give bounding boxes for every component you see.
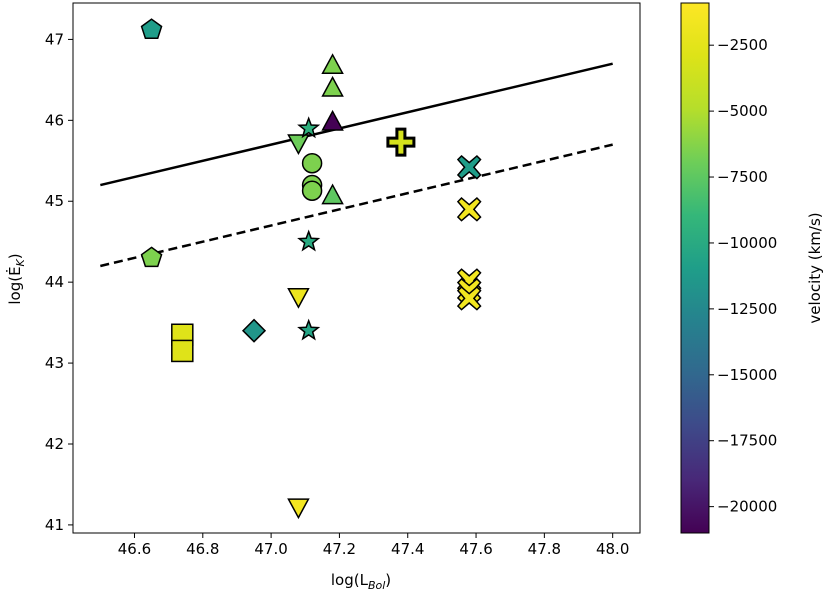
colorbar-tick-label: −2500 [717, 36, 768, 54]
y-tick-label: 45 [45, 192, 64, 210]
solid-reference-line [100, 62, 613, 187]
dashed-reference-line [100, 143, 613, 268]
y-tick-label: 42 [45, 435, 64, 453]
y-tick-label: 46 [45, 111, 64, 129]
plus-marker [386, 127, 416, 157]
y-tick-label: 44 [45, 273, 64, 291]
x-marker [456, 197, 482, 222]
x-tick-label: 47.8 [528, 540, 561, 558]
colorbar-tick-label: −15000 [717, 366, 777, 384]
colorbar-label: velocity (km/s) [806, 212, 824, 323]
y-tick-label: 43 [45, 354, 64, 372]
y-tick-label: 41 [45, 516, 64, 534]
triangle-up-marker [321, 109, 344, 131]
colorbar-ticks: −20000 −17500 −15000 −12500 −10000 −7500 −5000… [709, 36, 777, 516]
circle-marker [301, 180, 323, 201]
x-tick-label: 46.8 [186, 540, 219, 558]
data-points [140, 18, 482, 520]
x-tick-label: 47.6 [459, 540, 492, 558]
star-marker [297, 318, 321, 341]
colorbar-tick-label: −5000 [717, 102, 768, 120]
star-marker [297, 116, 321, 139]
colorbar-tick-label: −12500 [717, 300, 777, 318]
x-marker [456, 286, 482, 311]
triangle-up-marker [321, 53, 344, 75]
square-marker [171, 339, 194, 363]
triangle-down-marker [287, 134, 310, 156]
colorbar-tick-label: −20000 [717, 498, 777, 516]
x-axis-label: log(LBol) [331, 571, 391, 592]
diamond-marker [241, 318, 267, 343]
x-marker [456, 154, 482, 180]
colorbar [680, 2, 710, 534]
reference-lines [100, 62, 613, 268]
y-tick-label: 47 [45, 30, 64, 48]
colorbar-tick-label: −17500 [717, 432, 777, 450]
colorbar-tick-label: −7500 [717, 168, 768, 186]
plot-frame [72, 2, 641, 534]
y-axis-label: log(ĖK) [5, 253, 27, 304]
x-tick-label: 46.6 [118, 540, 151, 558]
triangle-down-marker [287, 498, 310, 520]
circle-marker [301, 152, 323, 174]
triangle-down-marker [287, 287, 310, 309]
x-tick-label: 47.4 [391, 540, 424, 558]
x-tick-label: 48.0 [596, 540, 629, 558]
pentagon-marker [140, 246, 163, 268]
pentagon-marker [140, 18, 163, 39]
x-tick-label: 47.0 [254, 540, 287, 558]
colorbar-tick-label: −10000 [717, 234, 777, 252]
plot-axes: 46.6 46.8 47.0 47.2 47.4 47.6 47.8 48.0 41 42 43 44… [45, 2, 641, 558]
x-tick-label: 47.2 [323, 540, 356, 558]
triangle-up-marker [321, 75, 344, 97]
star-marker [297, 229, 321, 252]
triangle-up-marker [321, 183, 344, 205]
